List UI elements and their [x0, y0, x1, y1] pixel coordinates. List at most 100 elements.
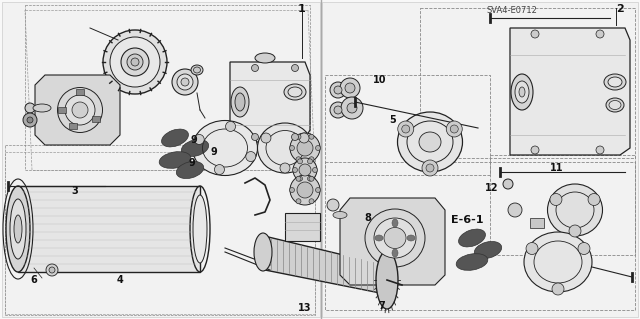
Bar [530, 218, 544, 228]
Ellipse shape [193, 67, 200, 73]
Circle shape [316, 188, 321, 192]
Circle shape [569, 225, 581, 237]
Text: 12: 12 [485, 183, 499, 193]
Circle shape [293, 158, 317, 182]
Ellipse shape [6, 186, 30, 272]
Circle shape [596, 30, 604, 38]
Ellipse shape [459, 229, 485, 247]
Text: 3: 3 [72, 186, 78, 196]
Circle shape [252, 133, 259, 140]
Ellipse shape [515, 81, 529, 103]
Circle shape [550, 194, 562, 205]
Ellipse shape [407, 235, 415, 241]
Circle shape [330, 82, 346, 98]
Circle shape [347, 103, 357, 113]
Circle shape [446, 121, 462, 137]
Circle shape [307, 159, 312, 164]
Polygon shape [260, 235, 390, 295]
Circle shape [402, 125, 410, 133]
Circle shape [334, 106, 342, 114]
Ellipse shape [255, 53, 275, 63]
Circle shape [588, 194, 600, 205]
Circle shape [296, 157, 301, 162]
Ellipse shape [14, 215, 22, 243]
Ellipse shape [524, 232, 592, 292]
Circle shape [299, 164, 311, 176]
Circle shape [596, 146, 604, 154]
Circle shape [330, 102, 346, 118]
Text: 9: 9 [191, 135, 197, 145]
Circle shape [298, 159, 303, 164]
Circle shape [309, 157, 314, 162]
Circle shape [299, 133, 309, 143]
Text: 1: 1 [298, 4, 306, 14]
Bar [322, 2, 638, 317]
Ellipse shape [333, 211, 347, 219]
Circle shape [296, 199, 301, 204]
Circle shape [508, 203, 522, 217]
Ellipse shape [392, 249, 398, 257]
Text: SVA4-E0712: SVA4-E0712 [486, 6, 538, 15]
Text: 4: 4 [116, 275, 124, 285]
Circle shape [309, 176, 314, 181]
Bar [76, 89, 84, 95]
Ellipse shape [474, 241, 502, 258]
Circle shape [297, 182, 313, 198]
Circle shape [296, 176, 301, 181]
Circle shape [252, 64, 259, 71]
Ellipse shape [384, 227, 406, 249]
Circle shape [291, 133, 298, 140]
Bar [285, 213, 320, 241]
Text: 11: 11 [550, 163, 564, 173]
Circle shape [451, 125, 458, 133]
Circle shape [291, 64, 298, 71]
Circle shape [194, 134, 204, 145]
Ellipse shape [392, 219, 398, 227]
Circle shape [289, 145, 294, 151]
Text: E-6-1: E-6-1 [451, 215, 483, 225]
Ellipse shape [193, 121, 257, 175]
Ellipse shape [609, 100, 621, 109]
Circle shape [290, 133, 320, 163]
Ellipse shape [110, 37, 160, 87]
Circle shape [261, 133, 271, 143]
Ellipse shape [103, 30, 167, 94]
Ellipse shape [72, 102, 88, 118]
Circle shape [327, 199, 339, 211]
Text: 5: 5 [390, 115, 396, 125]
Circle shape [225, 122, 236, 131]
Text: 8: 8 [365, 213, 371, 223]
Bar [92, 115, 100, 122]
Circle shape [341, 97, 363, 119]
Ellipse shape [33, 104, 51, 112]
Circle shape [309, 199, 314, 204]
Ellipse shape [127, 54, 143, 70]
Text: 13: 13 [298, 303, 312, 313]
Ellipse shape [231, 87, 249, 117]
Ellipse shape [65, 95, 95, 125]
Circle shape [23, 113, 37, 127]
Circle shape [503, 179, 513, 189]
Polygon shape [230, 62, 310, 142]
Circle shape [289, 188, 294, 192]
Ellipse shape [284, 84, 306, 100]
Ellipse shape [519, 87, 525, 97]
Text: 10: 10 [373, 75, 387, 85]
Text: 7: 7 [379, 301, 385, 311]
Polygon shape [340, 198, 445, 285]
Ellipse shape [456, 254, 488, 271]
Ellipse shape [121, 48, 149, 76]
Circle shape [316, 145, 321, 151]
Circle shape [46, 264, 58, 276]
Ellipse shape [511, 74, 533, 110]
Ellipse shape [181, 139, 209, 157]
Text: 2: 2 [616, 4, 624, 14]
Circle shape [214, 165, 225, 174]
Text: 6: 6 [31, 275, 37, 285]
Circle shape [292, 167, 298, 173]
Circle shape [552, 283, 564, 295]
Circle shape [246, 152, 256, 161]
Circle shape [307, 176, 312, 181]
Ellipse shape [254, 233, 272, 271]
Circle shape [290, 175, 320, 205]
